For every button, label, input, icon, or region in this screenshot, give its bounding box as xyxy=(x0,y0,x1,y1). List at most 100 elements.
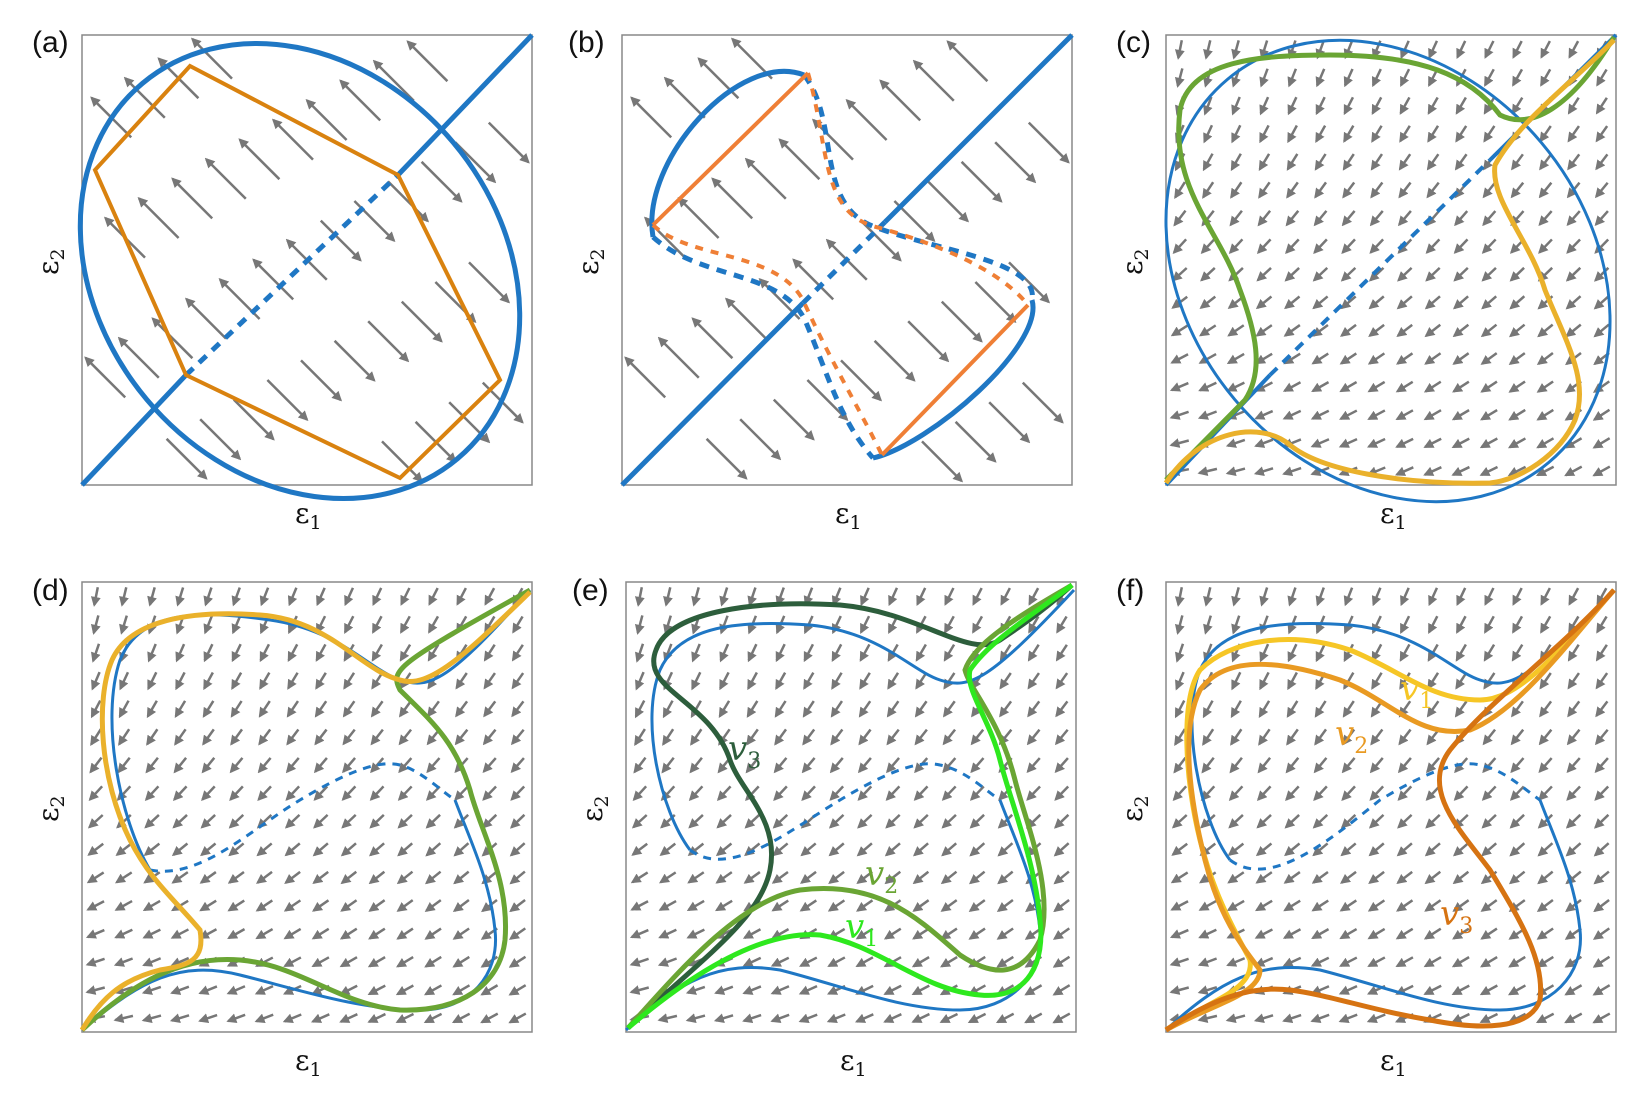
field-arrow xyxy=(1314,153,1327,171)
field-arrow xyxy=(203,615,214,635)
field-arrow xyxy=(1481,813,1497,829)
field-arrow xyxy=(830,700,844,718)
field-arrow xyxy=(1456,587,1467,606)
field-arrow xyxy=(1540,615,1552,634)
field-arrow xyxy=(91,671,101,691)
orange-line-upper-b xyxy=(651,71,810,227)
field-arrow xyxy=(312,842,329,857)
field-arrow xyxy=(1255,842,1273,857)
field-arrow xyxy=(1481,785,1497,801)
field-arrow xyxy=(632,785,648,802)
field-arrow xyxy=(146,728,159,746)
field-arrow xyxy=(283,956,302,968)
field-arrow xyxy=(1199,324,1217,337)
field-arrow xyxy=(1258,700,1271,718)
field-arrow xyxy=(454,785,469,801)
field-arrow xyxy=(1282,1013,1302,1023)
x-axis-label-d: ε1 xyxy=(295,1044,322,1081)
field-arrow xyxy=(90,728,102,746)
field-arrow xyxy=(879,79,922,122)
field-arrow xyxy=(827,899,846,912)
field-arrow xyxy=(1566,728,1581,746)
field-arrow xyxy=(1231,587,1241,607)
field-arrow xyxy=(1539,672,1552,690)
field-arrow xyxy=(943,672,956,690)
field-arrow xyxy=(229,785,244,801)
plot-frame-f xyxy=(1165,581,1617,1033)
field-arrow xyxy=(1425,785,1441,801)
field-arrow xyxy=(1055,700,1069,718)
field-arrow xyxy=(1202,700,1214,719)
field-arrow xyxy=(90,700,102,719)
field-arrow xyxy=(1282,466,1302,476)
field-arrow xyxy=(1395,380,1414,393)
field-arrow xyxy=(1540,40,1551,59)
field-arrow xyxy=(483,700,497,718)
field-arrow xyxy=(829,757,844,774)
field-arrow xyxy=(284,870,301,884)
field-arrow xyxy=(972,587,983,606)
light-green-trajectory-e xyxy=(626,583,1074,1030)
field-arrow xyxy=(912,927,930,940)
field-arrow xyxy=(1340,295,1357,310)
field-arrow xyxy=(1313,238,1328,254)
field-arrow xyxy=(1370,728,1384,746)
field-arrow xyxy=(1340,813,1357,829)
field-arrow xyxy=(333,339,376,382)
field-arrow xyxy=(1539,153,1553,171)
field-arrow xyxy=(1174,181,1186,199)
field-arrow xyxy=(482,757,497,774)
field-arrow xyxy=(941,813,957,829)
field-arrow xyxy=(772,842,789,857)
field-arrow xyxy=(1594,238,1610,254)
panel-label-e: (e) xyxy=(572,574,609,607)
field-arrow xyxy=(283,899,302,912)
field-arrow xyxy=(691,587,701,607)
field-arrow xyxy=(370,700,384,718)
field-arrow xyxy=(1424,870,1442,885)
field-arrow xyxy=(742,985,762,995)
field-arrow xyxy=(1456,40,1467,59)
field-arrow xyxy=(1257,757,1272,774)
field-arrow xyxy=(634,615,645,635)
diagonal-solid-lower-a xyxy=(80,373,188,487)
field-arrow xyxy=(1452,323,1470,338)
field-arrow xyxy=(1170,871,1189,884)
orange-dotted-lower-b xyxy=(651,223,884,456)
field-arrow xyxy=(427,643,440,662)
field-arrow xyxy=(943,643,956,662)
field-arrow xyxy=(1455,68,1467,87)
field-arrow xyxy=(1026,728,1041,746)
field-arrow xyxy=(1371,672,1383,690)
field-arrow xyxy=(857,757,872,774)
field-arrow xyxy=(231,615,242,635)
field-arrow xyxy=(840,359,883,402)
field-arrow xyxy=(1339,380,1358,393)
curve-label-v2-f: v2 xyxy=(1335,714,1368,759)
field-arrow xyxy=(452,984,471,996)
field-arrow xyxy=(398,700,412,718)
field-arrow xyxy=(1314,181,1328,199)
field-arrow xyxy=(395,1012,415,1024)
field-arrow xyxy=(1592,1012,1611,1024)
field-arrow xyxy=(691,317,734,360)
blue-curve-lower-d xyxy=(81,799,498,1032)
field-arrow xyxy=(1423,984,1442,996)
field-arrow xyxy=(1282,409,1302,420)
field-arrow xyxy=(257,785,272,801)
field-arrow xyxy=(118,700,130,719)
field-arrow xyxy=(940,927,958,940)
field-arrow xyxy=(1537,842,1554,857)
field-arrow xyxy=(997,813,1014,829)
field-arrow xyxy=(1259,40,1269,60)
field-arrow xyxy=(1423,437,1442,449)
field-arrow xyxy=(916,587,927,606)
field-arrow xyxy=(915,672,928,690)
vector-field-d xyxy=(85,586,527,1024)
field-arrow xyxy=(258,700,271,718)
field-arrow xyxy=(424,955,442,968)
field-arrow xyxy=(203,643,214,663)
field-arrow xyxy=(1024,1012,1043,1024)
field-arrow xyxy=(1397,238,1413,254)
field-arrow xyxy=(114,899,133,911)
